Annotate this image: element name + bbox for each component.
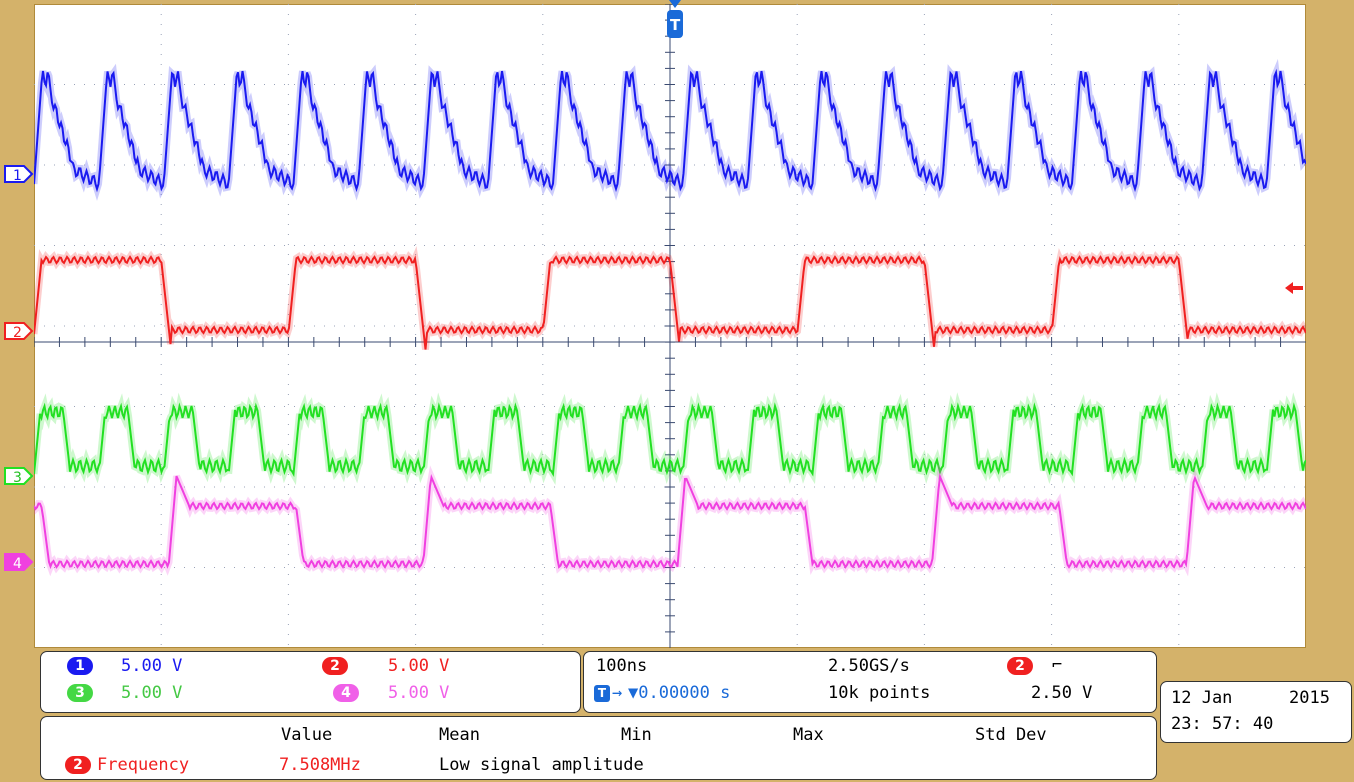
time: 23: 57: 40 xyxy=(1171,714,1274,734)
year: 2015 xyxy=(1289,688,1330,708)
waveform-canvas xyxy=(34,4,1306,648)
header-max: Max xyxy=(793,725,824,745)
trigger-level: 2.50 V xyxy=(1031,683,1093,703)
ch4-scale: 5.00 V xyxy=(388,683,450,703)
ch2-waveform xyxy=(34,255,1306,350)
record-length: 10k points xyxy=(828,683,931,703)
ch3-scale: 5.00 V xyxy=(121,683,183,703)
ch4-marker-label: 4 xyxy=(13,556,22,571)
ch2-ground-marker[interactable]: 2 xyxy=(4,322,34,340)
trigger-slope-icon: ⌐ xyxy=(1052,655,1063,675)
ch3-waveform xyxy=(34,402,1306,478)
measurement-name[interactable]: Frequency xyxy=(97,755,190,775)
ch4-waveform xyxy=(34,472,1306,570)
trigger-position-marker[interactable]: T xyxy=(664,0,686,44)
vertical-scale-panel[interactable]: 1 5.00 V 2 5.00 V 3 5.00 V 4 5.00 V xyxy=(40,651,581,713)
header-mean: Mean xyxy=(439,725,480,745)
measurement-value: 7.508MHz xyxy=(279,755,361,775)
horizontal-scale: 100ns xyxy=(596,656,648,676)
ch3-marker-label: 3 xyxy=(13,470,22,485)
ch2-marker-label: 2 xyxy=(13,325,22,340)
trigger-t-icon: T xyxy=(594,685,610,702)
trigger-marker-label: T xyxy=(670,16,681,34)
ch2-scale: 5.00 V xyxy=(388,656,450,676)
sample-rate: 2.50GS/s xyxy=(828,656,910,676)
header-value: Value xyxy=(281,725,333,745)
ch3-badge[interactable]: 3 xyxy=(67,684,93,702)
header-min: Min xyxy=(621,725,652,745)
ch1-waveform xyxy=(34,68,1306,193)
header-std-dev: Std Dev xyxy=(975,725,1047,745)
ch1-badge[interactable]: 1 xyxy=(67,657,93,675)
ch1-ground-marker[interactable]: 1 xyxy=(4,165,34,183)
datetime-panel: 12 Jan 2015 23: 57: 40 xyxy=(1160,681,1352,743)
delay-arrow-icon: → xyxy=(612,683,623,703)
date: 12 Jan xyxy=(1171,688,1233,708)
horizontal-delay: ▼0.00000 s xyxy=(628,683,731,703)
trigger-source-badge[interactable]: 2 xyxy=(1007,657,1033,675)
ch3-ground-marker[interactable]: 3 xyxy=(4,467,34,485)
timebase-panel[interactable]: 100ns 2.50GS/s 2 ⌐ T → ▼0.00000 s 10k po… xyxy=(583,651,1157,713)
ch1-marker-label: 1 xyxy=(13,168,22,183)
ch4-ground-marker[interactable]: 4 xyxy=(4,553,34,571)
measurement-panel[interactable]: Value Mean Min Max Std Dev 2 Frequency 7… xyxy=(40,716,1157,780)
measurement-status: Low signal amplitude xyxy=(439,755,644,775)
measurement-source-badge[interactable]: 2 xyxy=(65,756,91,774)
ch4-badge[interactable]: 4 xyxy=(333,684,359,702)
ch2-badge[interactable]: 2 xyxy=(322,657,348,675)
trigger-level-arrow[interactable] xyxy=(1285,281,1305,295)
ch1-scale: 5.00 V xyxy=(121,656,183,676)
